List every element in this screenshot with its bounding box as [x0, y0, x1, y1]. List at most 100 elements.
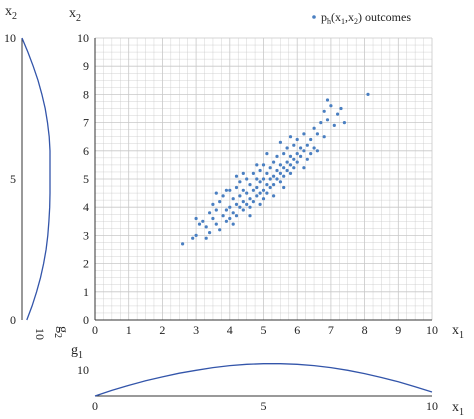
scatter-point: [295, 152, 299, 156]
scatter-point: [282, 185, 286, 190]
scatter-point: [238, 205, 242, 209]
scatter-point: [265, 183, 269, 187]
scatter-point: [285, 146, 289, 150]
scatter-point: [241, 171, 245, 175]
scatter-point: [302, 149, 306, 153]
bottom-marginal-curve: [94, 363, 433, 397]
x-tick-label: 9: [395, 323, 401, 337]
main-y-tick-labels: 0 1 2 3 4 5 6 7 8 9 10: [77, 31, 89, 327]
scatter-point: [265, 191, 269, 195]
scatter-point: [282, 166, 286, 170]
scatter-point: [234, 214, 239, 218]
scatter-point: [309, 152, 313, 156]
scatter-point: [224, 188, 228, 192]
scatter-point: [305, 143, 309, 147]
scatter-point: [315, 149, 319, 153]
x-tick-label: 7: [328, 323, 334, 337]
main-grid: [94, 37, 433, 321]
scatter-point: [299, 146, 303, 150]
scatter-point: [295, 160, 299, 164]
scatter-point: [278, 140, 282, 144]
scatter-point: [265, 171, 269, 175]
scatter-point: [255, 194, 259, 198]
scatter-point: [228, 205, 232, 209]
x-tick-label: 1: [126, 323, 132, 337]
scatter-point: [292, 157, 296, 161]
main-x-tick-labels: 0 1 2 3 4 5 6 7 8 9 10: [92, 323, 438, 337]
scatter-point: [366, 92, 370, 96]
scatter-point: [204, 236, 208, 240]
scatter-point: [322, 135, 326, 139]
scatter-point: [245, 191, 249, 195]
left-y-axis-title: x2: [5, 4, 17, 22]
scatter-point: [339, 106, 343, 111]
scatter-point: [194, 233, 198, 237]
scatter-point: [312, 126, 316, 130]
scatter-point: [261, 197, 266, 201]
main-axes: [94, 38, 432, 321]
scatter-point: [325, 98, 330, 102]
scatter-point: [336, 112, 340, 116]
left-marginal-curve: [21, 37, 51, 321]
scatter-point: [228, 216, 232, 221]
main-panel: 0 1 2 3 4 5 6 7 8 9 10 0 1 2 3 4 5 6 7 8 9 10 x2 x1 ph(x1,x2…: [69, 6, 464, 341]
scatter-point: [204, 225, 208, 229]
scatter-point: [261, 177, 266, 181]
scatter-point: [319, 121, 323, 125]
scatter-point: [248, 183, 252, 187]
bottom-marginal-panel: 0 5 10 10 g1 x1: [71, 343, 464, 418]
scatter-point: [288, 171, 293, 175]
scatter-point: [278, 171, 282, 175]
scatter-point: [197, 222, 202, 226]
scatter-point: [268, 166, 272, 170]
legend-marker: [312, 15, 316, 19]
left-x-axis-title: g2: [52, 326, 70, 338]
scatter-point: [272, 174, 276, 178]
scatter-point: [208, 211, 212, 215]
scatter-point: [275, 168, 279, 173]
scatter-point: [268, 185, 272, 190]
scatter-point: [211, 202, 215, 206]
scatter-point: [234, 202, 239, 206]
y-tick-label: 2: [83, 257, 89, 271]
y-tick-label: 8: [83, 87, 89, 101]
scatter-point: [241, 188, 245, 192]
scatter-point: [258, 168, 262, 173]
scatter-point: [255, 185, 259, 190]
scatter-point: [265, 152, 269, 156]
y-tick-label: 5: [83, 172, 89, 186]
scatter-point: [228, 188, 232, 192]
x-tick-label: 10: [426, 323, 438, 337]
bottom-x-tick-label: 5: [261, 399, 267, 413]
scatter-point: [278, 180, 282, 184]
scatter-point: [315, 132, 319, 136]
y-tick-label: 6: [83, 144, 89, 158]
scatter-point: [295, 137, 299, 142]
scatter-point: [272, 183, 276, 187]
scatter-point: [305, 157, 309, 161]
left-y-tick-label: 0: [10, 313, 16, 327]
y-tick-label: 4: [83, 200, 89, 214]
scatter-point: [214, 191, 218, 195]
scatter-point: [322, 109, 326, 113]
bottom-x-axis-title: x1: [452, 400, 464, 418]
scatter-point: [241, 200, 245, 204]
scatter-point: [238, 180, 242, 184]
scatter-point: [302, 132, 306, 136]
scatter-point: [211, 216, 215, 221]
y-tick-label: 3: [83, 228, 89, 242]
scatter-point: [234, 174, 239, 178]
scatter-point: [248, 214, 252, 218]
scatter-point: [275, 177, 279, 181]
x-tick-label: 0: [92, 323, 98, 337]
scatter-point: [234, 185, 239, 190]
x-tick-label: 3: [193, 323, 199, 337]
main-y-axis-title: x2: [69, 6, 81, 24]
left-y-tick-label: 5: [10, 172, 16, 186]
scatter-point: [272, 160, 276, 164]
scatter-point: [261, 188, 266, 192]
scatter-point: [191, 236, 195, 240]
scatter-point: [258, 191, 262, 195]
scatter-point: [309, 137, 313, 142]
